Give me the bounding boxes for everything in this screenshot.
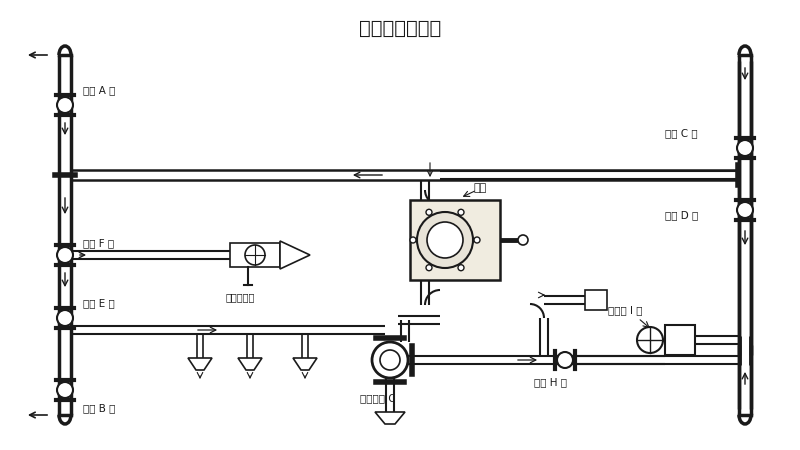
- Text: 球阀 C 开: 球阀 C 开: [665, 128, 698, 138]
- Polygon shape: [375, 412, 405, 424]
- Circle shape: [372, 342, 408, 378]
- Circle shape: [57, 310, 73, 326]
- Polygon shape: [293, 358, 317, 370]
- Bar: [230, 243, 280, 267]
- Circle shape: [427, 222, 463, 258]
- Bar: [665, 325, 695, 355]
- Text: 球阀 D 开: 球阀 D 开: [665, 210, 698, 220]
- Bar: [410, 200, 500, 280]
- Circle shape: [245, 245, 265, 265]
- Circle shape: [57, 247, 73, 263]
- Circle shape: [426, 265, 432, 271]
- Text: 球阀 A 开: 球阀 A 开: [83, 85, 115, 95]
- Circle shape: [380, 350, 400, 370]
- Circle shape: [417, 212, 473, 268]
- Bar: [585, 290, 607, 310]
- Circle shape: [57, 97, 73, 113]
- Circle shape: [737, 202, 753, 218]
- Polygon shape: [238, 358, 262, 370]
- Text: 球阀 E 开: 球阀 E 开: [83, 298, 114, 308]
- Circle shape: [737, 140, 753, 156]
- Text: 球阀 B 开: 球阀 B 开: [83, 403, 115, 413]
- Circle shape: [637, 327, 663, 353]
- Text: 消防栓 I 关: 消防栓 I 关: [608, 305, 642, 315]
- Circle shape: [474, 237, 480, 243]
- Circle shape: [57, 382, 73, 398]
- Circle shape: [458, 265, 464, 271]
- Circle shape: [458, 209, 464, 215]
- Polygon shape: [280, 241, 310, 269]
- Polygon shape: [188, 358, 212, 370]
- Text: 洒水、浇灌花木: 洒水、浇灌花木: [359, 18, 441, 37]
- Circle shape: [410, 237, 416, 243]
- Circle shape: [426, 209, 432, 215]
- Text: 水泵: 水泵: [474, 183, 486, 193]
- Text: 三通球阀 C: 三通球阀 C: [360, 393, 396, 403]
- Circle shape: [518, 235, 528, 245]
- Circle shape: [557, 352, 573, 368]
- Text: 球阀 H 关: 球阀 H 关: [534, 377, 566, 387]
- Text: 球阀 F 关: 球阀 F 关: [83, 238, 114, 248]
- Text: 洒水炮出口: 洒水炮出口: [226, 292, 254, 302]
